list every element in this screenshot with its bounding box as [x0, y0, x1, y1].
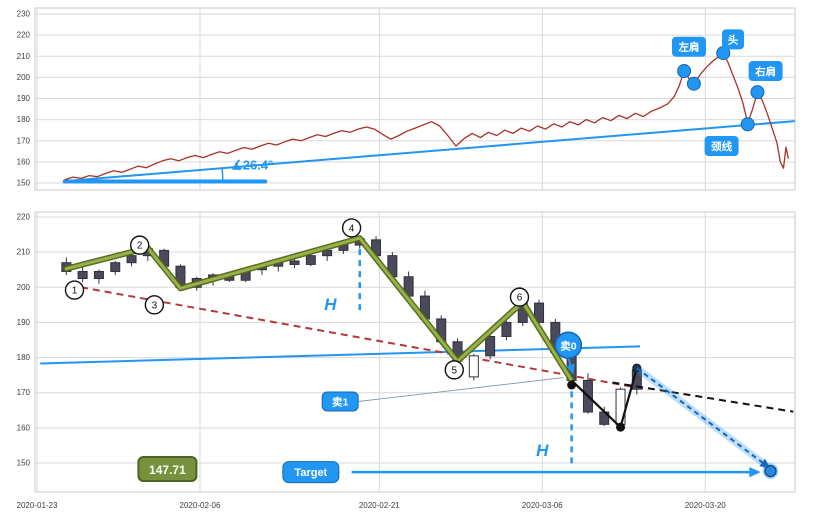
pattern-dot — [740, 117, 755, 132]
y-tick-label: 220 — [17, 213, 31, 222]
target-dot — [764, 464, 777, 478]
y-tick-label: 210 — [17, 52, 31, 61]
black-dot — [616, 422, 626, 432]
x-tick-label: 2020-02-06 — [180, 501, 221, 510]
callout-right-shoulder[interactable] — [748, 61, 783, 82]
callout-neckline[interactable] — [704, 136, 739, 157]
swing-marker-3 — [144, 295, 165, 315]
callout-neckline-label: 颈线 — [710, 140, 732, 153]
swing-marker-1 — [64, 280, 85, 300]
x-tick-label: 2020-03-06 — [522, 501, 563, 510]
swing-marker-2-label: 2 — [137, 241, 143, 252]
y-tick-label: 220 — [17, 31, 31, 40]
black-dot — [567, 380, 577, 390]
x-tick-label: 2020-01-23 — [17, 501, 58, 510]
downtrend-dashed-line — [80, 286, 649, 391]
candle-body — [534, 302, 545, 323]
candle-body — [126, 255, 137, 264]
target-button[interactable] — [282, 461, 340, 484]
y-tick-label: 230 — [17, 10, 31, 19]
y-tick-label: 200 — [17, 73, 31, 82]
candle-body — [322, 249, 333, 257]
sell1-badge[interactable] — [321, 391, 359, 412]
candle-body — [501, 321, 512, 337]
sell0-arrow-head — [566, 363, 575, 375]
price-line — [64, 52, 790, 181]
callout-left-shoulder[interactable] — [672, 36, 706, 57]
y-tick-label: 180 — [17, 115, 31, 124]
y-tick-label: 170 — [17, 136, 31, 145]
swing-marker-5 — [444, 360, 464, 380]
swing-marker-3-label: 3 — [152, 300, 158, 311]
price-tag — [137, 455, 198, 482]
y-tick-label: 170 — [17, 388, 31, 397]
y-tick-label: 180 — [17, 353, 31, 362]
callout-head[interactable] — [722, 29, 745, 50]
pattern-dot — [677, 64, 692, 79]
neckline-line — [40, 345, 641, 365]
y-tick-label: 190 — [17, 318, 31, 327]
angle-label: ∡26.4° — [231, 157, 273, 172]
sell0-badge-label: 卖0 — [560, 339, 576, 352]
candle-body — [77, 270, 88, 280]
candle-body — [485, 335, 496, 357]
swing-marker-4-label: 4 — [349, 223, 355, 234]
pattern-dot — [750, 85, 765, 100]
y-tick-label: 160 — [17, 157, 31, 166]
y-tick-label: 210 — [17, 248, 31, 257]
candle-body — [93, 270, 104, 280]
sell0-badge[interactable] — [554, 331, 583, 360]
x-tick-label: 2020-02-21 — [359, 501, 400, 510]
y-tick-label: 150 — [17, 179, 31, 188]
sell1-badge-label: 卖1 — [332, 396, 348, 409]
sell1-leader-line — [358, 377, 564, 402]
swing-marker-4 — [341, 218, 362, 238]
x-tick-label: 2020-03-20 — [685, 501, 726, 510]
callout-left-shoulder-label: 左肩 — [678, 41, 700, 54]
swing-marker-2 — [129, 235, 150, 255]
candle-body — [305, 255, 316, 265]
price-tag-label: 147.71 — [149, 463, 186, 477]
callout-right-shoulder-label: 右肩 — [754, 65, 776, 78]
angle-arc — [221, 168, 224, 182]
swing-marker-6-label: 6 — [517, 293, 523, 304]
swing-marker-6 — [509, 287, 530, 307]
y-tick-label: 150 — [17, 459, 31, 468]
y-tick-label: 190 — [17, 94, 31, 103]
y-tick-label: 160 — [17, 423, 31, 432]
target-button-label: Target — [294, 467, 327, 479]
target-arrow-head — [749, 467, 761, 478]
swing-marker-5-label: 5 — [451, 365, 457, 376]
candle-body — [110, 262, 121, 272]
swing-marker-1-label: 1 — [72, 286, 78, 297]
uptrend-line — [64, 120, 796, 183]
candle-body — [468, 355, 479, 378]
plot-root: 2020-01-23 2020-02-06 2020-02-21 2020-03-06… — [17, 7, 796, 510]
candle-body — [289, 260, 300, 265]
y-tick-label: 200 — [17, 283, 31, 292]
height-label: H — [324, 295, 337, 314]
tail-dashed-line — [612, 381, 794, 413]
pattern-dot — [686, 76, 701, 91]
callout-head-label: 头 — [728, 33, 739, 46]
height-label: H — [536, 441, 549, 460]
